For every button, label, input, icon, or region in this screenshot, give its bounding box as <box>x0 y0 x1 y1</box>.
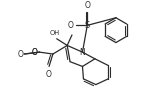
Text: OH: OH <box>50 30 60 36</box>
Text: O: O <box>84 1 90 10</box>
Text: O: O <box>68 21 74 30</box>
Text: O: O <box>45 70 51 79</box>
Text: O: O <box>32 48 38 57</box>
Text: O: O <box>17 50 23 58</box>
Text: S: S <box>85 21 90 30</box>
Text: O: O <box>32 48 38 57</box>
Text: N: N <box>80 48 85 57</box>
